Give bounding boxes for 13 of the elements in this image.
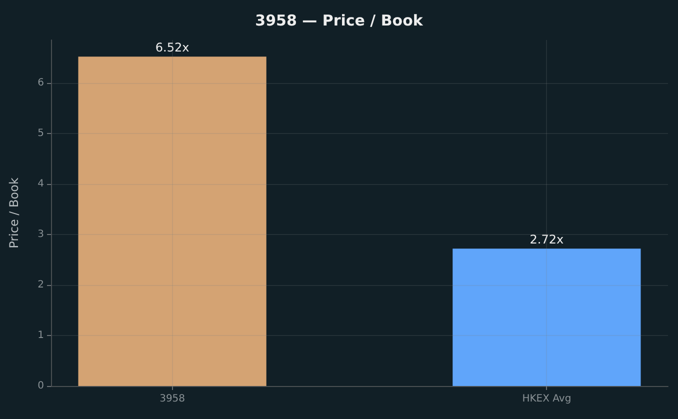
y-axis-title: Price / Book [7,178,21,248]
y-tick-label: 2 [38,279,44,290]
y-tick-label: 1 [38,330,44,341]
data-label: 6.52x [155,40,190,55]
x-tick-label: HKEX Avg [522,394,572,404]
data-label: 2.72x [530,232,564,247]
y-tick-label: 6 [38,77,44,88]
x-tick-label: 3958 [160,394,186,404]
y-tick-label: 4 [38,178,44,190]
y-tick-label: 3 [38,228,44,240]
y-tick-label: 0 [38,380,44,392]
chart-title: 3958 — Price / Book [255,12,424,30]
y-tick-label: 5 [38,128,44,139]
